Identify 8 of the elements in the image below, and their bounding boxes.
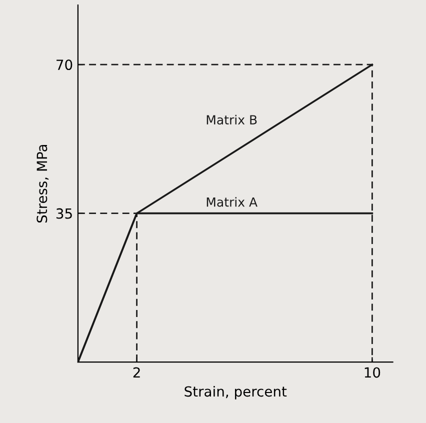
y-axis-title: Stress, MPa [36, 144, 49, 223]
x-tick-label: 10 [364, 367, 380, 378]
x-axis-title: Strain, percent [184, 386, 287, 400]
series-label: Matrix A [206, 197, 258, 207]
y-tick-label: 70 [56, 60, 72, 70]
series-label: Matrix B [206, 114, 257, 125]
x-tick-label: 2 [133, 367, 140, 378]
y-tick-label: 35 [56, 208, 72, 219]
